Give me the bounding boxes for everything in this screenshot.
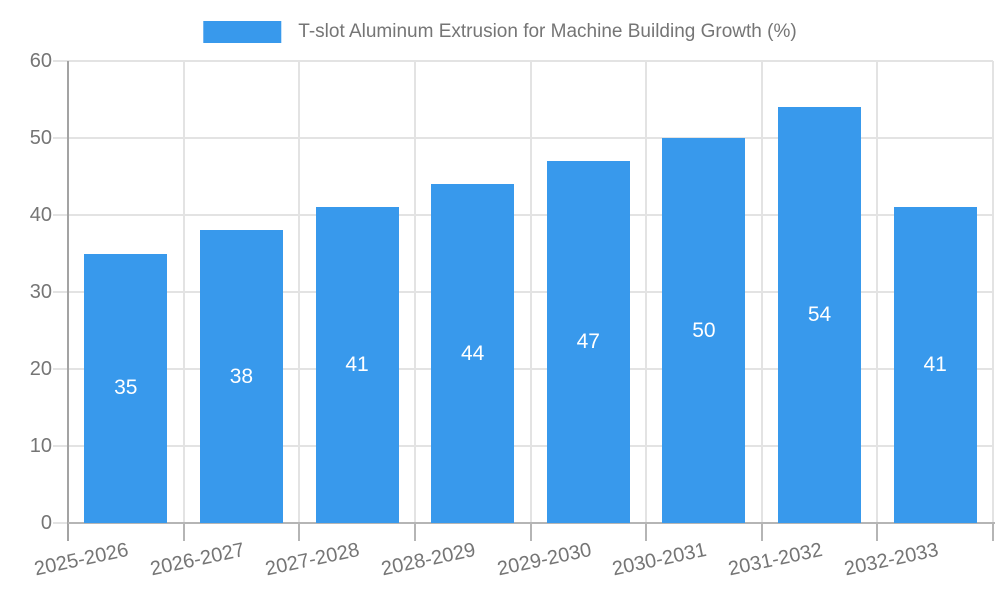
x-axis-tick [876, 523, 879, 541]
x-axis-tick-label: 2031-2032 [726, 538, 825, 581]
y-axis-tick [53, 368, 68, 370]
bar-value-label: 38 [229, 364, 254, 388]
y-axis-tick [53, 214, 68, 216]
x-axis-tick-label: 2026-2027 [148, 538, 247, 581]
chart-legend[interactable]: T-slot Aluminum Extrusion for Machine Bu… [203, 21, 797, 43]
vertical-gridline [645, 61, 648, 523]
y-axis-tick-label: 50 [29, 127, 52, 149]
x-axis-tick [992, 523, 994, 541]
bar-value-label: 41 [923, 353, 947, 377]
y-axis-tick-label: 30 [29, 281, 52, 303]
chart-title: T-slot Aluminum Extrusion for Machine Bu… [298, 21, 797, 42]
y-axis-tick-label: 60 [29, 50, 52, 72]
y-axis-tick-label: 40 [29, 204, 52, 226]
y-axis-tick [53, 291, 68, 293]
vertical-gridline [529, 61, 532, 523]
vertical-gridline [182, 61, 185, 523]
y-axis-tick-label: 10 [29, 435, 52, 457]
vertical-gridline [992, 61, 994, 523]
bar-value-label: 35 [114, 376, 138, 400]
vertical-gridline [760, 61, 763, 523]
y-axis-line [67, 61, 69, 541]
x-axis-tick [298, 523, 301, 541]
x-axis-tick [182, 523, 185, 541]
x-axis-tick [413, 523, 416, 541]
x-axis-tick-label: 2027-2028 [263, 538, 362, 581]
bar: 41 [315, 207, 399, 523]
x-axis-tick [529, 523, 532, 541]
bar: 35 [84, 253, 168, 523]
x-axis-tick-label: 2028-2029 [379, 538, 478, 581]
x-axis-tick [760, 523, 763, 541]
bar: 41 [893, 207, 977, 523]
y-axis-tick-label: 20 [29, 358, 52, 380]
bar-value-label: 47 [576, 330, 600, 354]
x-axis-tick [645, 523, 648, 541]
vertical-gridline [298, 61, 301, 523]
x-axis-tick-label: 2032-2033 [841, 538, 940, 581]
bar: 38 [199, 230, 283, 523]
bar-value-label: 44 [461, 341, 485, 365]
bar: 50 [662, 138, 746, 523]
legend-swatch-icon [203, 21, 282, 43]
bar-value-label: 41 [345, 353, 369, 377]
x-axis-tick-label: 2030-2031 [610, 538, 709, 581]
vertical-gridline [413, 61, 416, 523]
y-axis-tick [53, 522, 68, 524]
bar: 44 [431, 184, 515, 523]
vertical-gridline [876, 61, 879, 523]
x-axis-tick-label: 2025-2026 [32, 538, 131, 581]
y-axis-tick [53, 60, 68, 62]
x-axis-tick-label: 2029-2030 [494, 538, 594, 581]
bar-value-label: 50 [692, 318, 716, 342]
x-axis-line [68, 522, 995, 524]
y-axis-tick-label: 0 [40, 512, 52, 534]
y-axis-tick [53, 137, 68, 139]
bar: 47 [546, 161, 630, 523]
y-axis-tick [53, 445, 68, 447]
bar-value-label: 54 [807, 303, 832, 327]
bar: 54 [778, 107, 862, 523]
